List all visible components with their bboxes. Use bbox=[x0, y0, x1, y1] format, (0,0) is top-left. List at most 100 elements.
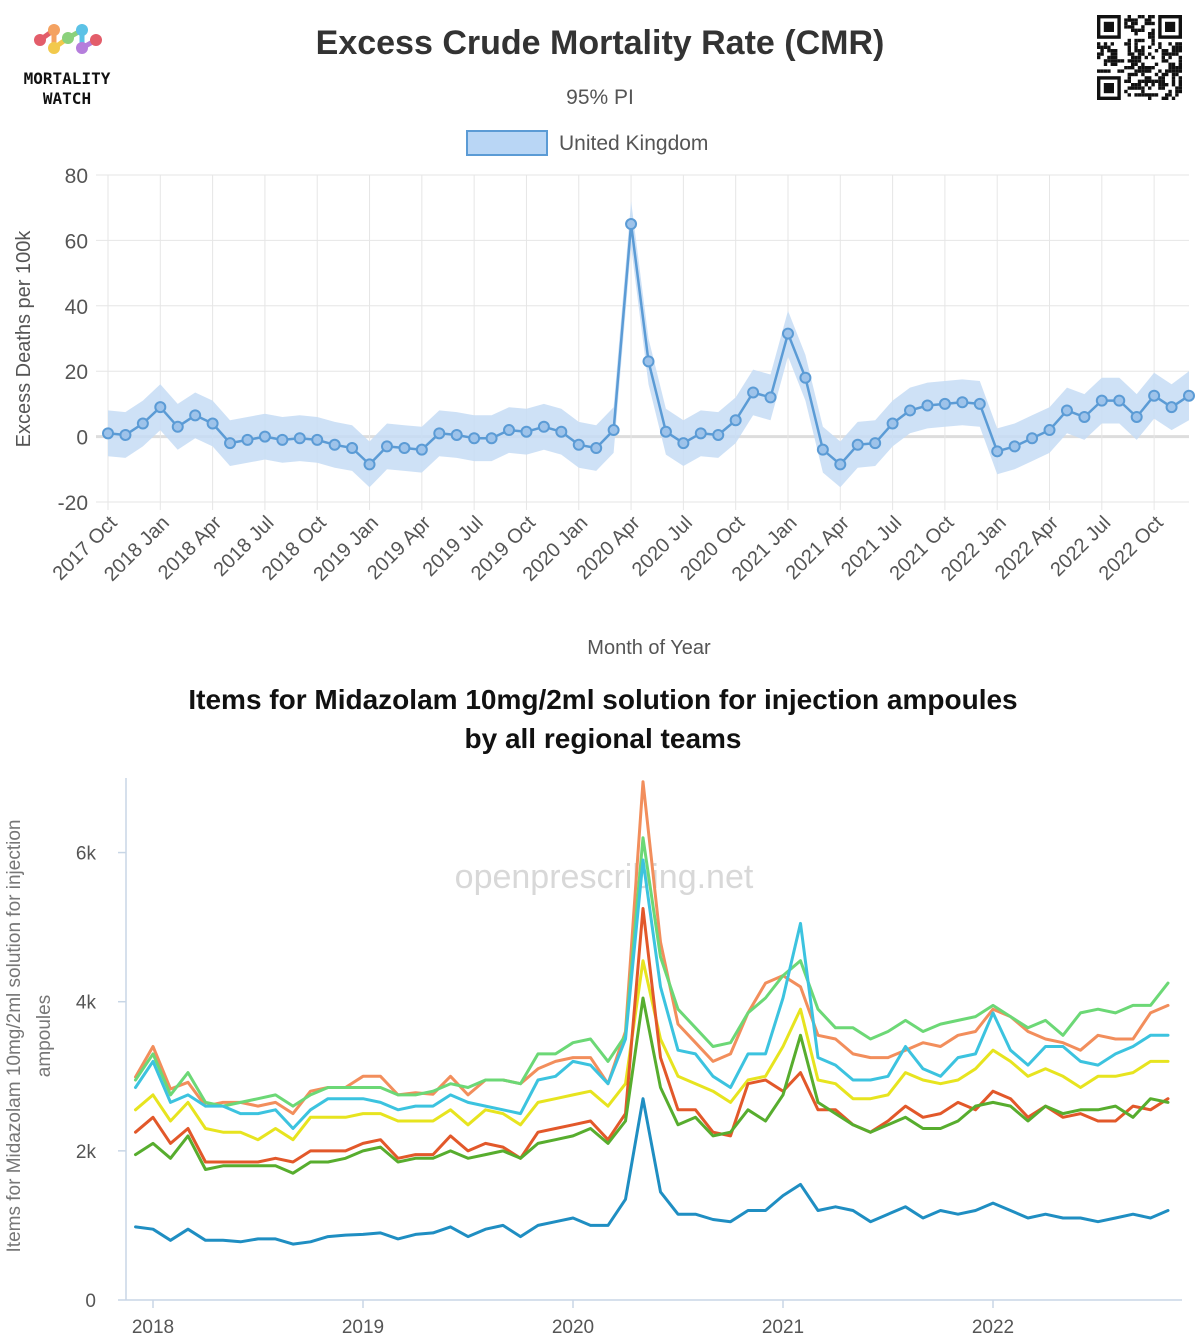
data-point bbox=[956, 396, 969, 409]
chart-subtitle: 95% PI bbox=[566, 86, 634, 109]
regional-team-line bbox=[134, 858, 1170, 1130]
chart-2-y-axis-label-line-1: Items for Midazolam 10mg/2ml solution fo… bbox=[4, 820, 25, 1253]
qr-module bbox=[1103, 45, 1108, 49]
qr-module bbox=[1141, 69, 1145, 73]
data-point bbox=[991, 445, 1004, 458]
qr-module bbox=[1161, 79, 1165, 83]
legend[interactable]: United Kingdom bbox=[466, 130, 708, 156]
data-point bbox=[380, 440, 393, 453]
qr-module bbox=[1178, 76, 1182, 80]
data-point bbox=[468, 432, 481, 445]
legend-label: United Kingdom bbox=[559, 132, 708, 155]
qr-module bbox=[1141, 25, 1145, 29]
data-point bbox=[572, 438, 585, 451]
data-point bbox=[241, 433, 254, 446]
qr-module bbox=[1148, 76, 1152, 80]
data-point bbox=[851, 438, 864, 451]
data-point bbox=[224, 437, 237, 450]
qr-module bbox=[1158, 76, 1162, 80]
qr-module bbox=[1161, 49, 1165, 53]
data-point bbox=[450, 428, 463, 441]
x-tick-label: 2022 bbox=[972, 1317, 1014, 1338]
qr-module bbox=[1110, 62, 1114, 66]
qr-module bbox=[1131, 66, 1135, 70]
data-point bbox=[590, 442, 603, 455]
qr-module bbox=[1144, 69, 1148, 73]
qr-module bbox=[1148, 69, 1152, 73]
data-point bbox=[1026, 432, 1039, 445]
y-tick-label: 2k bbox=[76, 1142, 97, 1163]
qr-module bbox=[1161, 96, 1165, 100]
qr-module bbox=[1154, 49, 1159, 53]
qr-module bbox=[1161, 55, 1165, 60]
qr-module bbox=[1114, 49, 1118, 53]
data-point bbox=[171, 420, 184, 433]
qr-module bbox=[1171, 69, 1176, 73]
qr-module bbox=[1175, 42, 1179, 46]
data-point bbox=[781, 327, 794, 340]
data-point bbox=[520, 425, 533, 438]
data-point bbox=[659, 425, 672, 438]
qr-module bbox=[1137, 15, 1142, 19]
qr-module bbox=[1110, 55, 1114, 60]
data-point bbox=[764, 391, 777, 404]
qr-module bbox=[1127, 76, 1131, 80]
qr-module bbox=[1175, 45, 1179, 49]
qr-module bbox=[1175, 89, 1179, 94]
data-point bbox=[415, 443, 428, 456]
qr-module bbox=[1137, 38, 1142, 43]
y-tick-label: -20 bbox=[58, 492, 88, 515]
qr-module bbox=[1114, 59, 1118, 63]
qr-module bbox=[1134, 45, 1138, 49]
data-point bbox=[485, 432, 498, 445]
qr-module bbox=[1151, 42, 1155, 46]
mortality-watch-logo: MORTALITY WATCH bbox=[24, 24, 111, 108]
qr-module bbox=[1134, 18, 1138, 22]
qr-module bbox=[1165, 83, 1169, 87]
qr-module bbox=[1127, 42, 1131, 46]
qr-module bbox=[1107, 55, 1111, 60]
qr-module bbox=[1127, 52, 1131, 56]
qr-module bbox=[1131, 62, 1135, 66]
data-point bbox=[537, 420, 550, 433]
qr-module bbox=[1127, 25, 1131, 29]
qr-module bbox=[1131, 25, 1135, 29]
data-point bbox=[1113, 394, 1126, 407]
chart-2-title-line-1: Items for Midazolam 10mg/2ml solution fo… bbox=[188, 684, 1017, 715]
y-tick-label: 4k bbox=[76, 993, 97, 1014]
qr-module bbox=[1171, 79, 1176, 83]
qr-module bbox=[1151, 28, 1155, 32]
qr-module bbox=[1168, 66, 1172, 70]
qr-module bbox=[1171, 52, 1176, 56]
qr-module bbox=[1144, 93, 1148, 97]
qr-module bbox=[1097, 45, 1101, 49]
data-point bbox=[276, 433, 289, 446]
qr-module bbox=[1144, 55, 1148, 60]
logo-dots-icon bbox=[34, 24, 102, 54]
data-point bbox=[677, 437, 690, 450]
qr-module bbox=[1144, 66, 1148, 70]
qr-module bbox=[1137, 66, 1142, 70]
qr-module bbox=[1134, 28, 1138, 32]
qr-module bbox=[1151, 93, 1155, 97]
chart-title: Excess Crude Mortality Rate (CMR) bbox=[316, 24, 885, 62]
data-point bbox=[206, 417, 219, 430]
data-point bbox=[1183, 389, 1195, 402]
y-tick-label: 0 bbox=[76, 427, 88, 450]
qr-module bbox=[1131, 86, 1135, 90]
logo-line-2: WATCH bbox=[43, 89, 91, 108]
qr-module bbox=[1161, 52, 1165, 56]
qr-module bbox=[1103, 59, 1108, 63]
qr-module bbox=[1103, 69, 1108, 73]
data-point bbox=[834, 458, 847, 471]
bottom-y-ticks: 6k 4k 2k 0 bbox=[76, 844, 126, 1312]
qr-module bbox=[1097, 69, 1101, 73]
qr-module bbox=[1131, 52, 1135, 56]
data-point bbox=[398, 442, 411, 455]
qr-module bbox=[1171, 72, 1176, 77]
data-point bbox=[311, 433, 324, 446]
data-point bbox=[747, 386, 760, 399]
top-chart: Excess Crude Mortality Rate (CMR) 95% PI… bbox=[13, 24, 1195, 659]
qr-module bbox=[1161, 72, 1165, 77]
